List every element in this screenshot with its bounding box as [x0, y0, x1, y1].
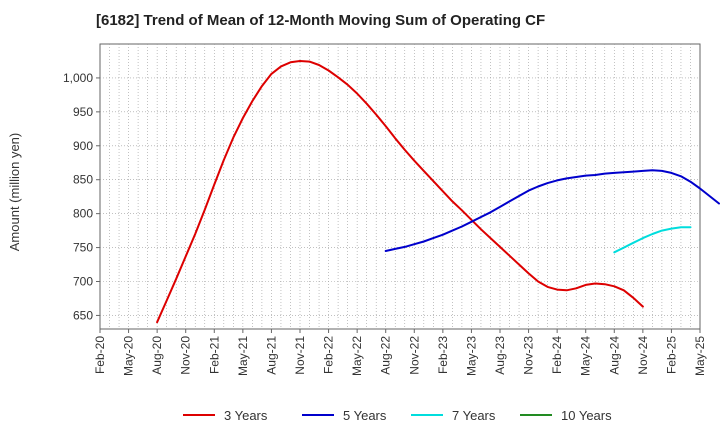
- x-tick-label: Nov-24: [636, 336, 650, 375]
- y-tick-label: 1,000: [63, 71, 93, 85]
- x-tick-label: Feb-21: [207, 336, 221, 374]
- y-tick-label: 950: [73, 105, 93, 119]
- x-tick-label: Aug-22: [379, 336, 393, 375]
- series-line-5-years: [384, 169, 720, 252]
- chart-title: [6182] Trend of Mean of 12-Month Moving …: [96, 12, 546, 29]
- x-tick-label: Feb-22: [322, 336, 336, 374]
- y-axis-title: Amount (million yen): [7, 133, 22, 252]
- grid-lines: [100, 44, 700, 329]
- y-tick-label: 650: [73, 308, 93, 322]
- x-tick-label: May-25: [693, 336, 707, 376]
- y-tick-label: 700: [73, 275, 93, 289]
- y-tick-label: 800: [73, 207, 93, 221]
- x-axis: Feb-20 May-20 Aug-20 Nov-20 Feb-21 May-21 Aug-…: [93, 329, 707, 376]
- y-tick-label: 750: [73, 241, 93, 255]
- series-lines: [156, 60, 720, 324]
- x-tick-label: May-20: [122, 336, 136, 376]
- x-tick-label: May-24: [579, 336, 593, 376]
- x-tick-label: Aug-21: [264, 336, 278, 375]
- x-tick-label: Feb-25: [664, 336, 678, 374]
- y-tick-label: 850: [73, 173, 93, 187]
- x-tick-label: Nov-21: [293, 336, 307, 375]
- y-tick-label: 900: [73, 139, 93, 153]
- x-tick-label: Aug-24: [607, 336, 621, 375]
- series-line-3-years: [156, 60, 644, 324]
- x-tick-label: May-23: [464, 336, 478, 376]
- legend: 3 Years 5 Years 7 Years 10 Years: [183, 408, 612, 423]
- y-axis: 650 700 750 800 850 900 950 1,000: [63, 71, 100, 322]
- legend-label: 5 Years: [343, 408, 387, 423]
- x-tick-label: Feb-20: [93, 336, 107, 374]
- x-tick-label: Nov-22: [407, 336, 421, 375]
- x-tick-label: May-22: [350, 336, 364, 376]
- series-line-7-years: [613, 226, 692, 254]
- x-tick-label: Feb-23: [436, 336, 450, 374]
- x-tick-label: Nov-20: [179, 336, 193, 375]
- x-tick-label: Feb-24: [550, 336, 564, 374]
- legend-label: 7 Years: [452, 408, 496, 423]
- legend-label: 10 Years: [561, 408, 612, 423]
- x-tick-label: Aug-20: [150, 336, 164, 375]
- x-tick-label: Aug-23: [493, 336, 507, 375]
- legend-label: 3 Years: [224, 408, 268, 423]
- x-tick-label: Nov-23: [522, 336, 536, 375]
- x-tick-label: May-21: [236, 336, 250, 376]
